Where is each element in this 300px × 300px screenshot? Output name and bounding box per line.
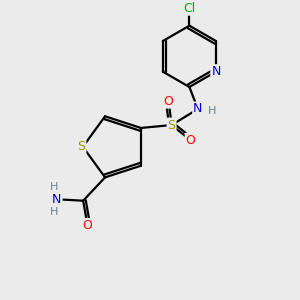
- Text: H: H: [50, 206, 59, 217]
- Text: S: S: [168, 118, 176, 131]
- Text: H: H: [208, 106, 216, 116]
- Text: O: O: [164, 94, 174, 108]
- Text: O: O: [186, 134, 196, 147]
- Text: Cl: Cl: [183, 2, 196, 15]
- Text: N: N: [211, 65, 220, 78]
- Text: N: N: [193, 103, 203, 116]
- Text: H: H: [50, 182, 59, 192]
- Text: O: O: [82, 219, 92, 232]
- Text: N: N: [52, 193, 62, 206]
- Text: S: S: [77, 140, 86, 153]
